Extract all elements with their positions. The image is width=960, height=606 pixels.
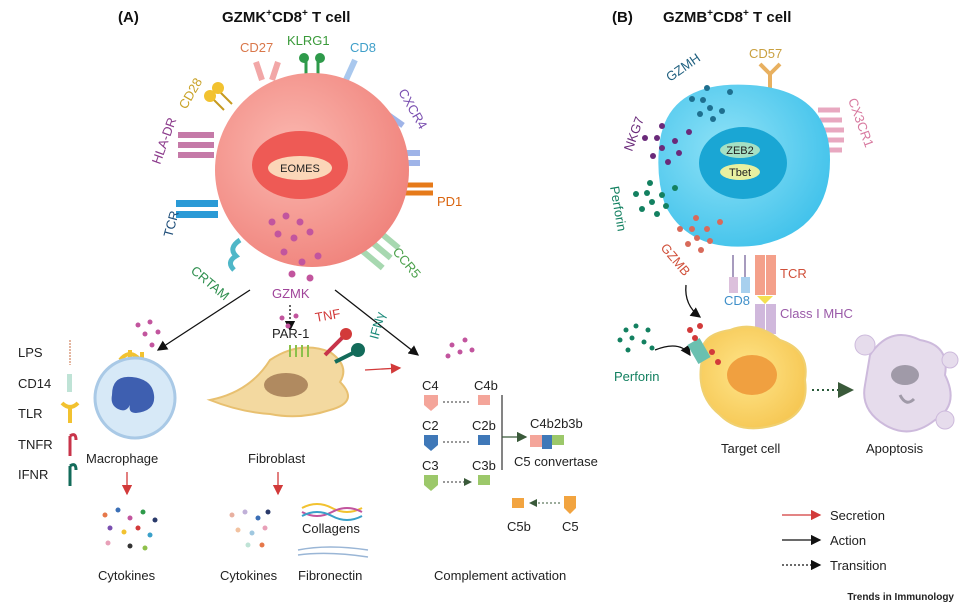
label-cx3cr1: CX3CR1 bbox=[845, 96, 877, 149]
apoptotic-cell bbox=[854, 334, 959, 433]
perforin-dots bbox=[617, 323, 655, 353]
label-perforin-b: Perforin bbox=[607, 185, 630, 232]
label-cd27: CD27 bbox=[240, 40, 273, 55]
eomes-badge bbox=[268, 156, 332, 180]
legend-lps: LPS bbox=[18, 345, 43, 360]
legend-tlr: TLR bbox=[18, 406, 43, 421]
complement-gzmk-dots bbox=[445, 337, 475, 359]
label-c4: C4 bbox=[422, 378, 439, 393]
receptor-legend: LPS CD14 TLR TNFR IFNR bbox=[18, 340, 80, 486]
cd57-receptor bbox=[758, 62, 782, 88]
label-cd8-a: CD8 bbox=[350, 40, 376, 55]
gzmk-granules bbox=[268, 212, 322, 282]
gzmb-dots-target bbox=[687, 323, 721, 365]
label-perforin-free: Perforin bbox=[614, 369, 660, 384]
fibroblast-cytokine-dots bbox=[229, 509, 271, 548]
label-klrg1: KLRG1 bbox=[287, 33, 330, 48]
label-tcr-b: TCR bbox=[780, 266, 807, 281]
legend-ifnr: IFNR bbox=[18, 467, 48, 482]
label-gzmh: GZMH bbox=[663, 50, 703, 84]
output-collagens: Collagens bbox=[302, 521, 360, 536]
label-c2: C2 bbox=[422, 418, 439, 433]
complement-fragments bbox=[424, 395, 576, 514]
cytokine-secretion-arrow bbox=[364, 363, 402, 374]
target-cell-label: Target cell bbox=[721, 441, 780, 456]
granule-dots-b bbox=[633, 85, 733, 253]
gzmb-action-arrow bbox=[685, 284, 702, 318]
perforin-action-arrow bbox=[654, 344, 691, 357]
label-cd57: CD57 bbox=[749, 46, 782, 61]
label-tnf: TNF bbox=[314, 306, 342, 325]
legend-secretion: Secretion bbox=[830, 508, 885, 523]
legend-cd14: CD14 bbox=[18, 376, 51, 391]
label-c4b2b3b: C4b2b3b bbox=[530, 416, 583, 431]
label-ccr5: CCR5 bbox=[390, 244, 424, 281]
output-fibronectin: Fibronectin bbox=[298, 568, 362, 583]
label-par1: PAR-1 bbox=[272, 326, 309, 341]
label-c5b: C5b bbox=[507, 519, 531, 534]
macrophage-nucleus bbox=[111, 376, 155, 413]
legend-transition: Transition bbox=[830, 558, 887, 573]
fibronectin-fibers bbox=[297, 546, 369, 558]
label-cd28: CD28 bbox=[176, 75, 206, 111]
perforin-pore bbox=[687, 337, 711, 365]
zeb2-label: ZEB2 bbox=[726, 145, 754, 157]
arrow-to-macrophage bbox=[156, 289, 251, 351]
label-pd1: PD1 bbox=[437, 194, 462, 209]
panel-b-letter: (B) bbox=[612, 9, 633, 26]
fibroblast-nucleus bbox=[264, 373, 308, 397]
collagen-fibers bbox=[301, 503, 363, 521]
apoptosis-label: Apoptosis bbox=[866, 441, 924, 456]
arrow-legend: Secretion Action Transition bbox=[782, 508, 887, 573]
fibroblast-label: Fibroblast bbox=[248, 451, 305, 466]
label-c5: C5 bbox=[562, 519, 579, 534]
target-cell-nucleus bbox=[727, 355, 777, 395]
panel-b-title: GZMB+CD8+ T cell bbox=[663, 8, 791, 26]
label-tcr-a: TCR bbox=[160, 209, 181, 239]
label-gzmk: GZMK bbox=[272, 286, 310, 301]
label-c5-convertase: C5 convertase bbox=[514, 454, 598, 469]
complement-activation-label: Complement activation bbox=[434, 568, 566, 583]
panel-a-letter: (A) bbox=[118, 9, 139, 26]
label-ifng: IFNγ bbox=[366, 310, 388, 341]
arrow-to-complement bbox=[334, 289, 420, 356]
label-c3b: C3b bbox=[472, 458, 496, 473]
journal-footer: Trends in Immunology bbox=[847, 592, 954, 603]
label-class-i-mhc: Class I MHC bbox=[780, 306, 853, 321]
label-c2b: C2b bbox=[472, 418, 496, 433]
panel-a-title: GZMK+CD8+ T cell bbox=[222, 8, 350, 26]
legend-tnfr: TNFR bbox=[18, 437, 53, 452]
macrophage-gzmk-dots bbox=[135, 319, 161, 348]
fibroblast-gzmk-dots bbox=[279, 313, 299, 329]
label-nkg7: NKG7 bbox=[621, 115, 647, 153]
label-hla-dr: HLA-DR bbox=[149, 115, 180, 166]
label-c3: C3 bbox=[422, 458, 439, 473]
fibroblast-output-cytokines: Cytokines bbox=[220, 568, 278, 583]
label-crtam: CRTAM bbox=[188, 263, 232, 303]
label-cd8-b: CD8 bbox=[724, 293, 750, 308]
macrophage-cytokine-dots bbox=[102, 507, 158, 551]
legend-action: Action bbox=[830, 533, 866, 548]
macrophage-label: Macrophage bbox=[86, 451, 158, 466]
nucleus-b bbox=[699, 127, 787, 199]
macrophage-output-cytokines: Cytokines bbox=[98, 568, 156, 583]
eomes-label: EOMES bbox=[280, 163, 320, 175]
tbet-label: Tbet bbox=[729, 167, 751, 179]
label-c4b: C4b bbox=[474, 378, 498, 393]
